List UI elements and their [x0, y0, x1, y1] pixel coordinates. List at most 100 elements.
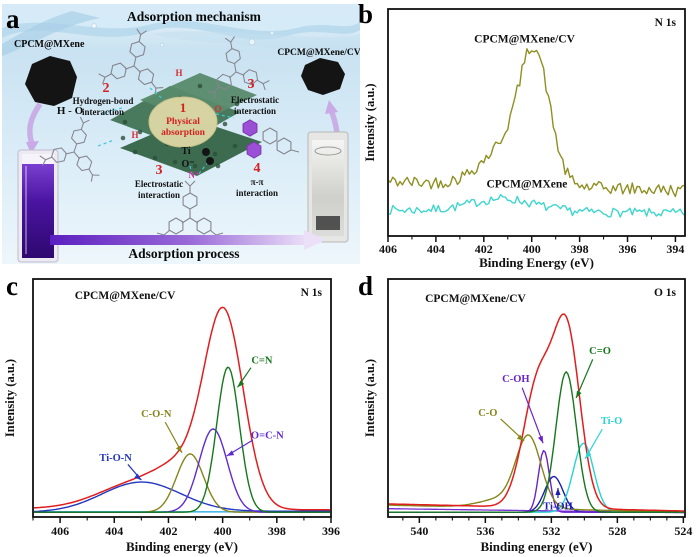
annotation-label: C-O — [478, 408, 497, 419]
annotation-arrowhead — [516, 434, 525, 441]
panel-b-label: b — [358, 0, 374, 29]
x-tick-label: 398 — [571, 242, 589, 256]
orbital-label: O 1s — [654, 287, 677, 299]
annotation-label: Ti-O — [601, 416, 622, 427]
o-minus-label: O⁻ — [181, 159, 194, 170]
x-tick-label: 540 — [410, 524, 428, 538]
annotation-label: C-O-N — [141, 409, 172, 420]
series-Ti-O-N — [34, 481, 330, 513]
plot-frame — [32, 278, 332, 518]
annotation-label: Ti-O-N — [99, 453, 132, 464]
x-axis-title: Binding Energy (eV) — [479, 255, 594, 270]
mxene-sheets-graphic — [110, 73, 262, 176]
annotation-arrowhead — [175, 445, 182, 453]
x-axis-title: Binding energy (eV) — [481, 539, 593, 554]
water-splash-graphic — [2, 4, 360, 56]
c-spectrum-svg: 406 404 402 400 398 396 Binding energy (eV) Int… — [3, 278, 340, 554]
dye-molecule-graphics — [37, 23, 300, 242]
mechanism-3r-number: 3 — [248, 77, 255, 92]
panel-c-label: c — [6, 271, 18, 301]
series-envelope — [389, 313, 684, 512]
series-CPCM@MXene — [389, 193, 684, 218]
left-material-label: CPCM@MXene — [14, 39, 85, 50]
x-tick-label: 536 — [476, 524, 494, 538]
adsorption-process-arrow — [50, 230, 326, 250]
x-axis-title: Binding energy (eV) — [126, 539, 238, 554]
panel-a-diagram: Adsorption mechanism CPCM@MXene CPCM@MXe… — [2, 4, 360, 264]
mechanism-4-line2: interaction — [236, 188, 278, 198]
mechanism-3r-line2: interaction — [234, 106, 276, 116]
x-tick-label: 396 — [619, 242, 637, 256]
b-spectrum-svg: 406 404 402 400 398 396 394 Binding Energy (eV)… — [363, 8, 686, 270]
series-C=N — [34, 366, 330, 513]
material-chunk-left — [25, 56, 77, 106]
mechanism-3b-line2: interaction — [138, 190, 180, 200]
mechanism-3r-line1: Electrostatic — [231, 95, 279, 105]
plot-frame — [387, 8, 686, 237]
x-axis-ticks — [387, 236, 677, 242]
spectrum-curves — [389, 313, 684, 514]
oxygen-atom-icon — [206, 157, 214, 165]
panel-a-label: a — [6, 4, 20, 34]
physical-absorption-oval — [148, 96, 218, 148]
h-red2-label: H — [131, 130, 138, 140]
adsorption-process-label: Adsorption process — [128, 246, 239, 261]
orbital-label: N 1s — [655, 17, 677, 29]
x-tick-label: 402 — [475, 242, 493, 256]
annotation-label: CPCM@MXene/CV — [425, 293, 526, 305]
x-tick-label: 524 — [674, 524, 692, 538]
panel-b-spectrum: 406 404 402 400 398 396 394 Binding Energy (eV)… — [355, 0, 699, 270]
annotation-label: C-OH — [502, 374, 529, 385]
material-chunk-right — [301, 58, 345, 95]
x-tick-label: 398 — [268, 524, 286, 538]
x-tick-label: 404 — [427, 242, 445, 256]
h-red-label: H — [175, 68, 182, 78]
x-tick-label: 402 — [159, 524, 177, 538]
mechanism-2-line1: Hydrogen-bond — [73, 96, 134, 106]
x-tick-label: 400 — [523, 242, 541, 256]
dashed-bond-lines — [97, 87, 235, 176]
mechanism-3b-line1: Electrostatic — [135, 179, 183, 189]
mechanism-1-number: 1 — [180, 100, 187, 115]
mechanism-4-line1: π-π — [251, 177, 264, 187]
x-tick-label: 396 — [322, 524, 340, 538]
pi-pi-molecule-graphic — [242, 119, 300, 159]
annotation-arrowhead — [537, 435, 544, 444]
x-tick-label: 394 — [666, 242, 684, 256]
ti-atom-label: Ti — [181, 146, 190, 157]
d-spectrum-svg: 540 536 532 528 524 Binding energy (eV) Intens… — [363, 278, 692, 554]
cuvette-clear — [307, 131, 349, 243]
mechanism-3b-number: 3 — [156, 163, 163, 178]
x-tick-label: 406 — [51, 524, 69, 538]
right-material-label: CPCM@MXene/CV — [277, 48, 360, 58]
x-tick-label: 406 — [379, 242, 397, 256]
panel-c-spectrum: 406 404 402 400 398 396 Binding energy (eV) Int… — [0, 270, 355, 557]
annotation-arrowhead — [237, 380, 245, 388]
mechanism-title: Adsorption mechanism — [127, 9, 262, 24]
mechanism-1-line2: absorption — [161, 128, 206, 138]
y-axis-title: Intensity (a.u.) — [363, 83, 377, 161]
spectrum-curves — [34, 306, 330, 513]
annotation-arrowhead — [576, 390, 582, 398]
annotation-label: CPCM@MXene/CV — [75, 290, 176, 302]
annotation-arrowhead — [585, 451, 592, 459]
y-axis-title: Intensity (a.u.) — [3, 359, 17, 437]
panel-d-spectrum: 540 536 532 528 524 Binding energy (eV) Intens… — [355, 270, 699, 557]
series-C-O — [389, 434, 684, 513]
annotation-label: Ti-OH — [543, 501, 573, 512]
annotation-label: O=C-N — [251, 430, 284, 441]
y-axis-title: Intensity (a.u.) — [363, 359, 377, 437]
annotation-arrowhead — [555, 487, 561, 495]
x-tick-label: 404 — [105, 524, 123, 538]
orbital-label: N 1s — [301, 287, 323, 299]
x-axis-ticks — [32, 517, 332, 523]
series-envelope — [34, 306, 330, 511]
x-tick-label: 532 — [542, 524, 560, 538]
down-arrow-icon — [26, 102, 43, 154]
mechanism-2-number: 2 — [103, 81, 110, 96]
annotation-arrow — [521, 387, 544, 444]
annotation-label: C=O — [589, 346, 611, 357]
annotation-arrowhead — [134, 473, 142, 481]
x-axis-ticks — [402, 517, 685, 523]
spectrum-curves — [389, 48, 684, 218]
